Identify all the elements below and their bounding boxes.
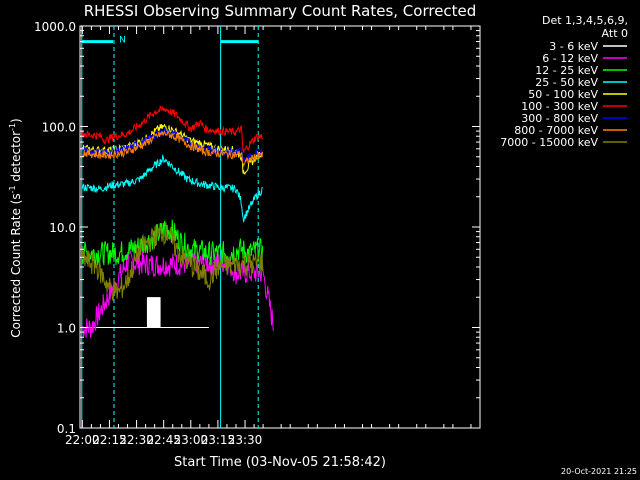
legend-label: 800 - 7000 keV (514, 124, 598, 137)
x-tick-label: 23:15 (201, 433, 236, 447)
y-tick-label: 1000.0 (34, 20, 76, 34)
x-axis-label: Start Time (03-Nov-05 21:58:42) (174, 455, 386, 470)
legend-label: 7000 - 15000 keV (500, 136, 598, 149)
legend-label: 3 - 6 keV (549, 40, 598, 53)
x-tick-label: 23:30 (228, 433, 263, 447)
y-axis-label-exponent-2: -1 (8, 123, 17, 131)
y-axis-label-mid: detector (9, 131, 23, 186)
svg-text:Corrected Count Rate (s-1 dete: Corrected Count Rate (s-1 detector-1) (8, 118, 23, 337)
y-axis-label: Corrected Count Rate (s-1 detector-1) (8, 118, 23, 337)
y-axis-label-end: ) (9, 118, 23, 123)
legend-label: 300 - 800 keV (521, 112, 598, 125)
night-label: N (119, 36, 126, 46)
series-line (81, 219, 264, 266)
y-axis-label-main: Corrected Count Rate (s (9, 193, 23, 337)
legend-label: 12 - 25 keV (535, 64, 598, 77)
legend-label: 50 - 100 keV (528, 88, 598, 101)
legend-header-line-2: Att 0 (602, 27, 628, 40)
legend-label: 6 - 12 keV (542, 52, 598, 65)
x-tick-label: 22:45 (146, 433, 181, 447)
footer-timestamp: 20-Oct-2021 21:25 (561, 467, 637, 476)
legend-header-line-1: Det 1,3,4,5,6,9, (542, 14, 628, 27)
y-tick-label: 1.0 (57, 322, 76, 336)
y-tick-label: 100.0 (42, 121, 76, 135)
legend-label: 100 - 300 keV (521, 100, 598, 113)
y-tick-label: 10.0 (49, 221, 76, 235)
x-tick-label: 22:00 (65, 433, 100, 447)
series-line (81, 222, 264, 301)
y-axis-label-exponent-1: -1 (8, 185, 17, 193)
series-line (81, 154, 263, 223)
x-tick-label: 22:30 (119, 433, 154, 447)
y-tick-label: 0.1 (57, 422, 76, 436)
x-tick-label: 23:00 (174, 433, 209, 447)
series-line (81, 128, 264, 168)
series-line (81, 105, 264, 154)
legend-label: 25 - 50 keV (535, 76, 598, 89)
x-tick-label: 22:15 (92, 433, 127, 447)
chart-title: RHESSI Observing Summary Count Rates, Co… (84, 2, 477, 20)
